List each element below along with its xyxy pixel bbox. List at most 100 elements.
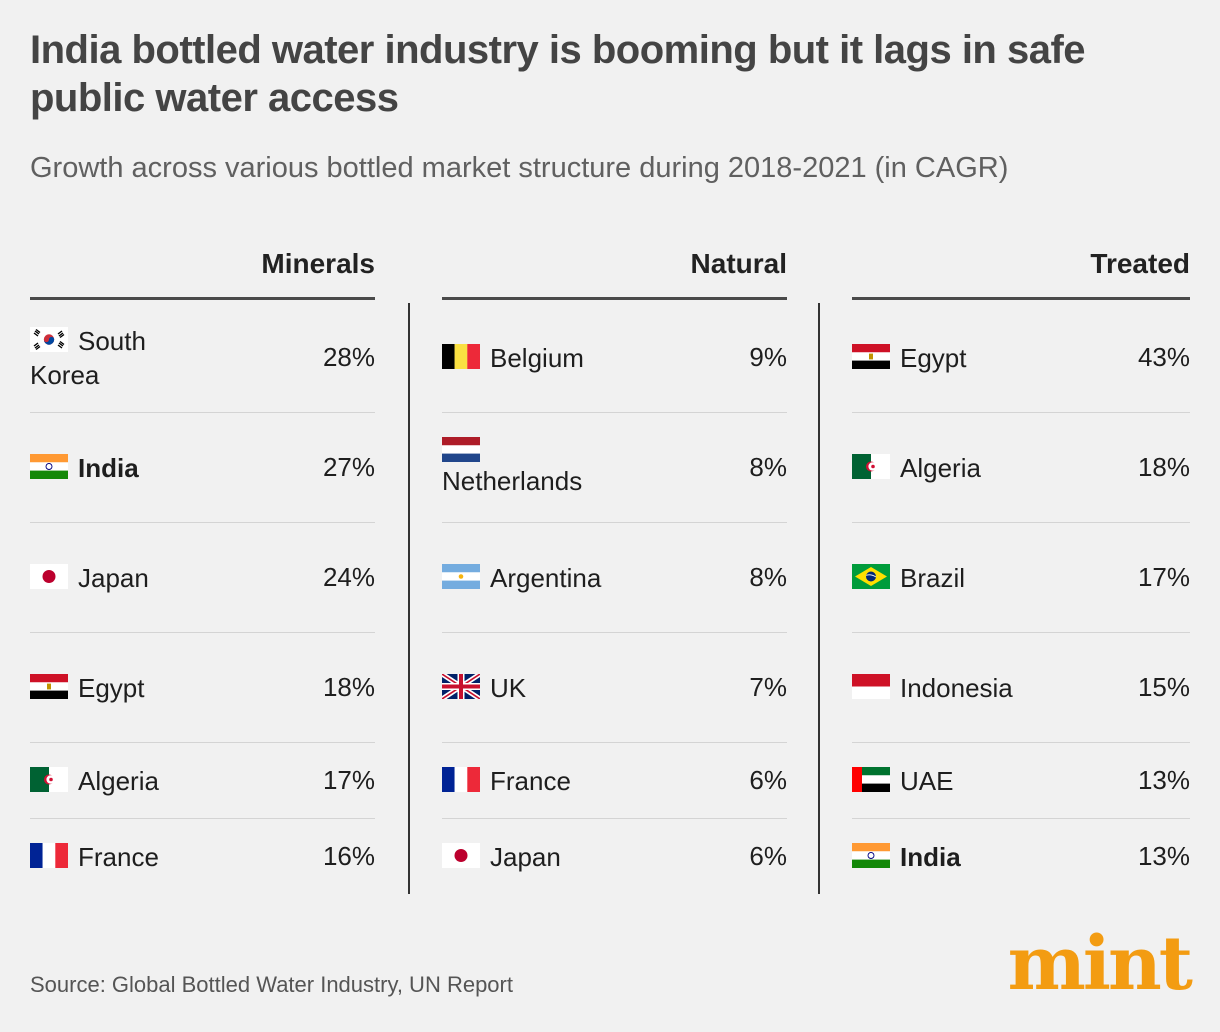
country-label: India <box>900 841 961 872</box>
india-flag-icon <box>852 843 890 869</box>
chart-title: India bottled water industry is booming … <box>30 28 1086 120</box>
value-cell: 43% <box>1137 342 1190 372</box>
country-name: Netherlands <box>442 437 582 498</box>
uk-flag-icon <box>442 674 480 700</box>
country-cell: UAE <box>852 743 953 818</box>
value-cell: 24% <box>322 562 375 592</box>
france-flag-icon <box>30 843 68 869</box>
south-korea-flag-icon <box>30 327 68 353</box>
column-divider <box>408 303 410 894</box>
country-label: Netherlands <box>442 466 583 496</box>
country-cell: South Korea <box>30 303 195 412</box>
country-cell: Japan <box>30 523 149 632</box>
country-name: Belgium <box>442 341 584 375</box>
table-row: Algeria 18% <box>852 413 1190 523</box>
country-name: South Korea <box>30 324 195 392</box>
country-label: Algeria <box>78 765 159 796</box>
table-row: India 27% <box>30 413 375 523</box>
country-name: Japan <box>30 561 149 595</box>
value-cell: 13% <box>1137 841 1190 871</box>
country-label: Indonesia <box>900 672 1013 703</box>
table-row: Japan 24% <box>30 523 375 633</box>
column-treated: Treated Egypt 43% Algeria 18% Brazil 17% Indon… <box>852 238 1190 894</box>
country-name: UAE <box>852 764 953 798</box>
brazil-flag-icon <box>852 564 890 590</box>
table-row: UAE 13% <box>852 743 1190 819</box>
france-flag-icon <box>442 767 480 793</box>
indonesia-flag-icon <box>852 674 890 700</box>
table-row: Netherlands 8% <box>442 413 787 523</box>
country-cell: India <box>852 819 961 894</box>
country-name: Japan <box>442 840 561 874</box>
table-row: Japan 6% <box>442 819 787 894</box>
table-row: France 6% <box>442 743 787 819</box>
algeria-flag-icon <box>30 767 68 793</box>
value-cell: 8% <box>749 452 787 482</box>
country-name: India <box>30 451 139 485</box>
egypt-flag-icon <box>852 344 890 370</box>
country-name: Indonesia <box>852 671 1013 705</box>
table-row: Brazil 17% <box>852 523 1190 633</box>
uae-flag-icon <box>852 767 890 793</box>
india-flag-icon <box>30 454 68 480</box>
value-cell: 18% <box>322 672 375 702</box>
table-row: India 13% <box>852 819 1190 894</box>
country-cell: Algeria <box>30 743 159 818</box>
value-cell: 28% <box>322 342 375 372</box>
country-cell: Netherlands <box>442 413 582 522</box>
value-cell: 7% <box>749 672 787 702</box>
country-label: Argentina <box>490 562 602 593</box>
country-cell: Brazil <box>852 523 965 632</box>
column-header-minerals: Minerals <box>30 238 375 300</box>
japan-flag-icon <box>30 564 68 590</box>
table-row: Indonesia 15% <box>852 633 1190 743</box>
country-cell: Indonesia <box>852 633 1013 742</box>
country-label: Belgium <box>490 342 584 373</box>
country-cell: UK <box>442 633 526 742</box>
country-label: India <box>78 452 139 483</box>
cagr-table: Minerals South Korea 28% India 27% Japan 24% E… <box>30 238 1190 894</box>
value-cell: 15% <box>1137 672 1190 702</box>
country-name: Brazil <box>852 561 965 595</box>
table-row: South Korea 28% <box>30 303 375 413</box>
table-row: Egypt 43% <box>852 303 1190 413</box>
country-label: Algeria <box>900 452 981 483</box>
algeria-flag-icon <box>852 454 890 480</box>
source-note: Source: Global Bottled Water Industry, U… <box>30 972 513 997</box>
country-name: India <box>852 840 961 874</box>
country-label: France <box>490 765 571 796</box>
country-cell: India <box>30 413 139 522</box>
table-row: Argentina 8% <box>442 523 787 633</box>
value-cell: 17% <box>1137 562 1190 592</box>
column-header-natural: Natural <box>442 238 787 300</box>
value-cell: 17% <box>322 765 375 795</box>
column-minerals: Minerals South Korea 28% India 27% Japan 24% E… <box>30 238 375 894</box>
country-cell: Argentina <box>442 523 601 632</box>
table-row: Egypt 18% <box>30 633 375 743</box>
column-header-label: Natural <box>690 248 787 279</box>
country-name: UK <box>442 671 526 705</box>
country-cell: Egypt <box>852 303 967 412</box>
country-cell: Japan <box>442 819 561 894</box>
country-name: Algeria <box>852 451 981 485</box>
country-label: UK <box>490 672 527 703</box>
chart-subtitle: Growth across various bottled market str… <box>30 152 1009 184</box>
mint-logo: mint <box>1007 921 1193 1007</box>
country-label: Egypt <box>900 342 967 373</box>
value-cell: 8% <box>749 562 787 592</box>
netherlands-flag-icon <box>442 437 480 462</box>
value-cell: 9% <box>749 342 787 372</box>
country-name: Egypt <box>30 671 145 705</box>
country-label: Egypt <box>78 672 145 703</box>
table-row: Belgium 9% <box>442 303 787 413</box>
belgium-flag-icon <box>442 344 480 370</box>
egypt-flag-icon <box>30 674 68 700</box>
table-row: UK 7% <box>442 633 787 743</box>
value-cell: 6% <box>749 841 787 871</box>
country-cell: Belgium <box>442 303 584 412</box>
country-label: Brazil <box>900 562 966 593</box>
country-cell: Algeria <box>852 413 981 522</box>
country-name: France <box>30 840 159 874</box>
country-label: South Korea <box>30 325 146 390</box>
value-cell: 6% <box>749 765 787 795</box>
